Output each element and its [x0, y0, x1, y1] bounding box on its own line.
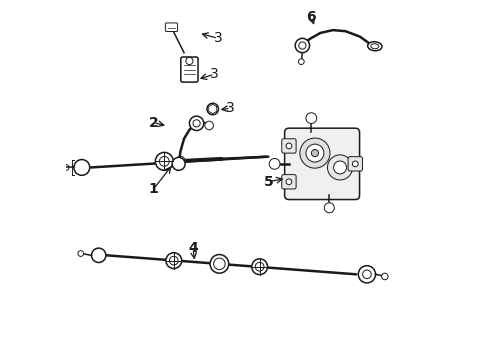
Circle shape	[186, 57, 193, 64]
Circle shape	[252, 259, 268, 275]
Circle shape	[311, 149, 318, 157]
Text: 6: 6	[307, 10, 316, 24]
Circle shape	[74, 159, 90, 175]
FancyBboxPatch shape	[181, 57, 198, 82]
Circle shape	[63, 165, 69, 170]
FancyBboxPatch shape	[166, 23, 177, 32]
Circle shape	[300, 138, 330, 168]
Circle shape	[295, 39, 310, 53]
Circle shape	[286, 143, 292, 149]
Circle shape	[324, 203, 334, 213]
Circle shape	[92, 248, 106, 262]
Circle shape	[155, 152, 173, 170]
Circle shape	[190, 116, 204, 131]
Circle shape	[269, 158, 280, 169]
Text: 5: 5	[264, 175, 273, 189]
Circle shape	[214, 258, 225, 270]
FancyBboxPatch shape	[285, 128, 360, 199]
Ellipse shape	[371, 44, 379, 49]
Text: 2: 2	[148, 116, 158, 130]
FancyBboxPatch shape	[348, 157, 363, 171]
Circle shape	[170, 256, 178, 265]
Circle shape	[78, 251, 84, 256]
Circle shape	[358, 266, 375, 283]
Circle shape	[172, 157, 185, 170]
Circle shape	[306, 113, 317, 123]
Circle shape	[382, 273, 388, 280]
Text: 3: 3	[226, 101, 235, 115]
Circle shape	[255, 262, 264, 271]
Circle shape	[286, 179, 292, 185]
Circle shape	[207, 103, 219, 115]
Circle shape	[352, 161, 358, 167]
Circle shape	[298, 59, 304, 64]
Circle shape	[334, 161, 346, 174]
FancyBboxPatch shape	[282, 175, 296, 189]
Ellipse shape	[368, 42, 382, 51]
Circle shape	[176, 156, 185, 166]
Circle shape	[166, 253, 182, 269]
FancyBboxPatch shape	[282, 139, 296, 153]
Text: 3: 3	[214, 31, 222, 45]
Circle shape	[193, 120, 200, 127]
Text: 1: 1	[148, 182, 158, 196]
Circle shape	[306, 144, 324, 162]
Circle shape	[327, 155, 353, 180]
Circle shape	[210, 255, 229, 273]
Circle shape	[363, 270, 371, 279]
Text: 3: 3	[210, 67, 219, 81]
Text: 4: 4	[188, 241, 198, 255]
Circle shape	[205, 121, 214, 130]
Circle shape	[299, 42, 306, 49]
Circle shape	[159, 157, 169, 166]
